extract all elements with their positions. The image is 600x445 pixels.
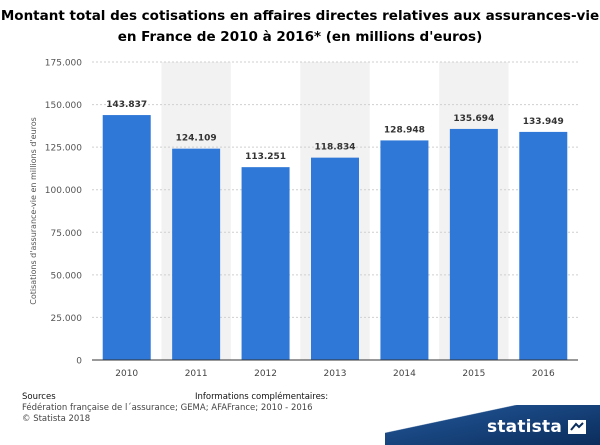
bar xyxy=(102,115,151,361)
bar xyxy=(449,128,498,360)
statista-logo-icon xyxy=(568,420,586,434)
bar xyxy=(311,157,359,360)
chart-title: Montant total des cotisations en affaire… xyxy=(0,8,600,45)
data-label: 143.837 xyxy=(106,100,147,110)
bar xyxy=(380,140,429,360)
y-tick-label: 0 xyxy=(76,357,82,367)
bar xyxy=(519,131,568,360)
sources-block: Sources Fédération française de l´assura… xyxy=(22,392,313,425)
data-label: 133.949 xyxy=(523,117,564,127)
y-tick-label: 100.000 xyxy=(45,186,82,196)
y-tick-label: 25.000 xyxy=(51,314,83,324)
x-tick-label: 2013 xyxy=(324,369,347,379)
data-label: 124.109 xyxy=(176,134,217,144)
info-heading[interactable]: Informations complémentaires: xyxy=(195,392,329,402)
copyright-text: © Statista 2018 xyxy=(22,414,91,424)
x-tick-label: 2015 xyxy=(462,369,485,379)
x-tick-label: 2016 xyxy=(532,369,555,379)
y-axis-label: Cotisations d'assurance-vie en millions … xyxy=(29,117,38,305)
sources-text: Fédération française de l´assurance; GEM… xyxy=(22,403,313,413)
bar xyxy=(172,148,221,360)
data-label: 118.834 xyxy=(315,143,356,153)
y-tick-label: 50.000 xyxy=(51,271,83,281)
y-tick-label: 150.000 xyxy=(45,101,82,111)
data-label: 128.948 xyxy=(384,125,425,135)
info-block: Informations complémentaires: xyxy=(195,392,328,403)
sources-heading[interactable]: Sources xyxy=(22,392,56,402)
y-tick-label: 175.000 xyxy=(45,59,82,69)
y-tick-label: 125.000 xyxy=(45,144,82,154)
x-tick-label: 2011 xyxy=(185,369,208,379)
x-tick-label: 2012 xyxy=(254,369,277,379)
data-label: 135.694 xyxy=(453,114,494,124)
x-tick-label: 2014 xyxy=(393,369,416,379)
bar xyxy=(241,167,290,360)
data-label: 113.251 xyxy=(245,152,286,162)
x-tick-label: 2010 xyxy=(115,369,138,379)
statista-wordmark: statista xyxy=(487,417,562,437)
statista-brand-banner: statista xyxy=(385,405,600,445)
y-tick-label: 75.000 xyxy=(51,229,83,239)
